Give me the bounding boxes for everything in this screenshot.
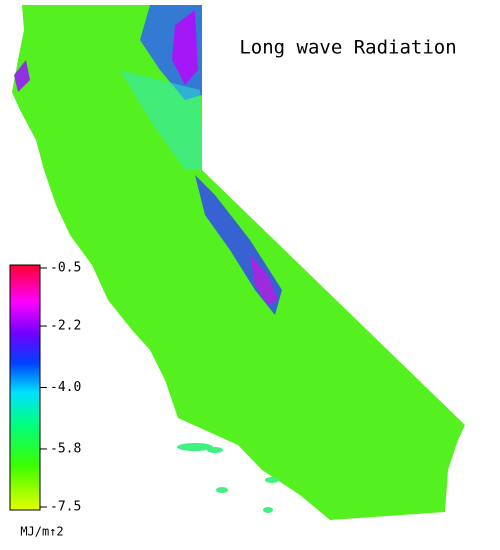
coast-warm-zone bbox=[120, 70, 202, 170]
california-map bbox=[12, 5, 465, 520]
colorbar-tick-label: -0.5 bbox=[50, 261, 81, 276]
northeast-peak bbox=[172, 10, 198, 85]
colorbar-unit: MJ/m↑2 bbox=[20, 525, 63, 539]
northwest-spot bbox=[14, 60, 30, 92]
colorbar bbox=[9, 264, 41, 511]
colorbar-tick-label: -4.0 bbox=[50, 380, 81, 395]
map-title: Long wave Radiation bbox=[239, 37, 456, 59]
colorbar-tick-label: -2.2 bbox=[50, 319, 81, 334]
colorbar-tick-label: -7.5 bbox=[50, 500, 81, 515]
sierra-peak bbox=[250, 255, 278, 305]
channel-islands bbox=[177, 443, 279, 513]
colorbar-tick-label: -5.8 bbox=[50, 441, 81, 456]
